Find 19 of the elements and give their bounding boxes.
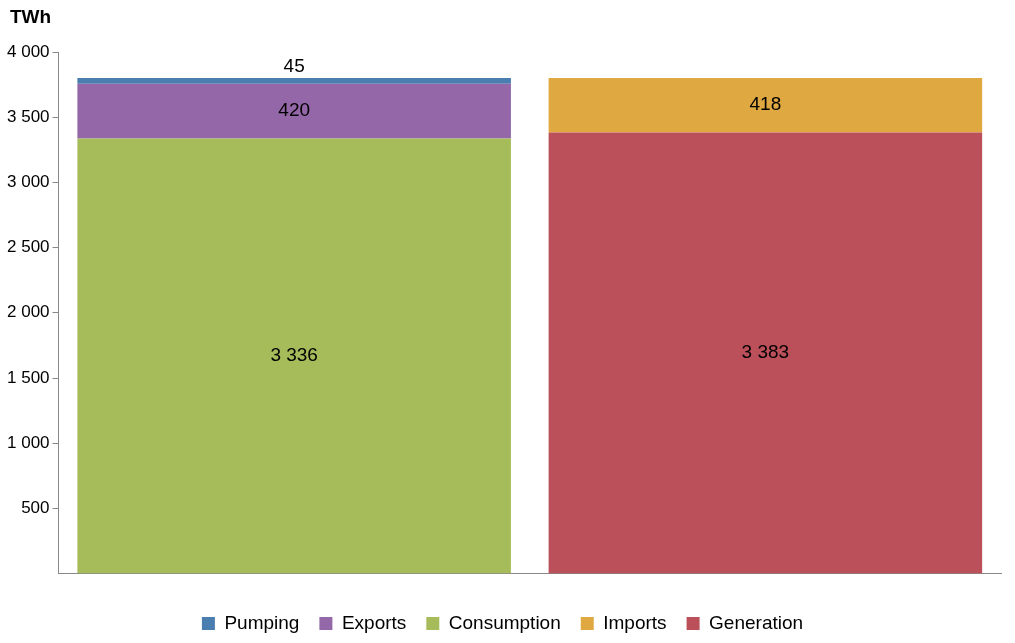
legend-label: Exports xyxy=(341,611,407,633)
data-label: 418 xyxy=(749,93,782,115)
data-label: 3 383 xyxy=(741,341,790,363)
y-tick-label: 1 500 xyxy=(6,367,50,387)
legend-label: Consumption xyxy=(448,611,561,633)
legend-label: Imports xyxy=(603,611,667,633)
y-tick-label: 4 000 xyxy=(6,41,50,61)
y-tick-label: 3 000 xyxy=(6,172,50,192)
y-tick-label: 2 500 xyxy=(6,237,50,257)
legend-label: Pumping xyxy=(224,611,300,633)
y-tick-label: 3 500 xyxy=(6,106,50,126)
y-tick-label: 1 000 xyxy=(6,432,50,452)
y-tick-label: 500 xyxy=(21,498,50,518)
data-label: 420 xyxy=(278,99,311,121)
legend-label: Generation xyxy=(709,611,804,633)
y-tick-label: 2 000 xyxy=(6,302,50,322)
data-label: 3 336 xyxy=(270,344,318,366)
data-label: 45 xyxy=(283,55,305,77)
y-axis-title: TWh xyxy=(10,6,52,28)
